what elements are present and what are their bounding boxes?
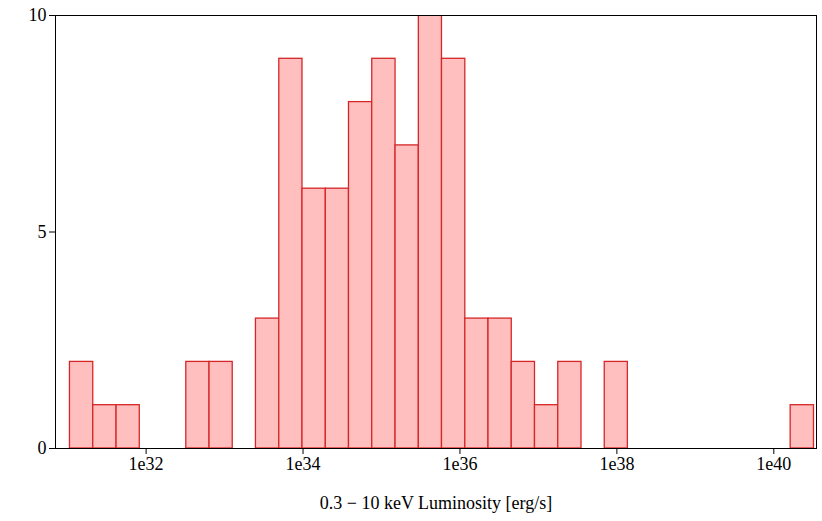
svg-text:1e40: 1e40 bbox=[756, 454, 791, 474]
svg-text:0: 0 bbox=[38, 438, 47, 458]
svg-text:0.3 − 10 keV Luminosity [erg/s: 0.3 − 10 keV Luminosity [erg/s] bbox=[320, 493, 552, 513]
svg-text:1e38: 1e38 bbox=[599, 454, 634, 474]
svg-text:10: 10 bbox=[29, 5, 47, 25]
svg-text:1e34: 1e34 bbox=[286, 454, 321, 474]
svg-text:1e36: 1e36 bbox=[442, 454, 477, 474]
svg-text:5: 5 bbox=[38, 222, 47, 242]
svg-text:1e32: 1e32 bbox=[129, 454, 164, 474]
